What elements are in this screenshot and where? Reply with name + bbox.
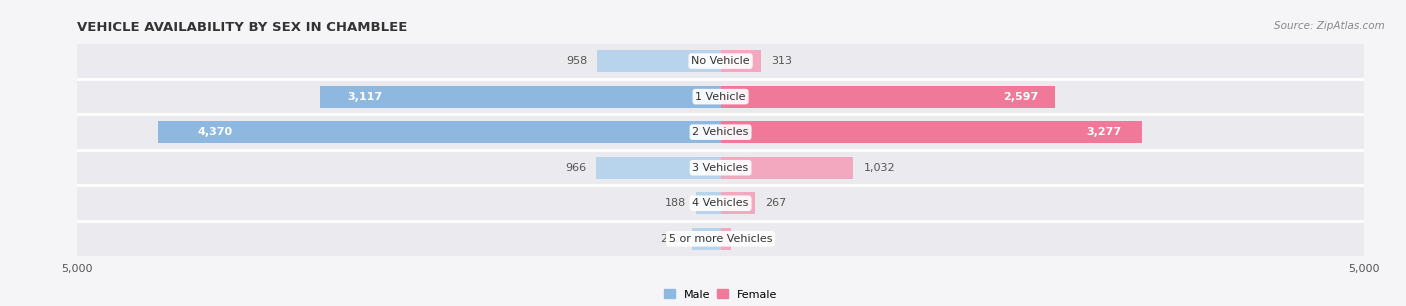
Bar <box>721 192 755 214</box>
Text: 958: 958 <box>565 56 588 66</box>
Text: 78: 78 <box>741 234 755 244</box>
Text: 222: 222 <box>661 234 682 244</box>
Bar <box>721 157 853 179</box>
Text: 2 Vehicles: 2 Vehicles <box>692 127 749 137</box>
Text: 2,597: 2,597 <box>1002 91 1038 102</box>
Text: 4,370: 4,370 <box>198 127 233 137</box>
Text: 313: 313 <box>770 56 792 66</box>
Text: 267: 267 <box>765 198 786 208</box>
Text: 3,277: 3,277 <box>1085 127 1121 137</box>
Legend: Male, Female: Male, Female <box>661 286 780 303</box>
Bar <box>77 186 1364 221</box>
Bar <box>598 50 721 72</box>
Text: 1,032: 1,032 <box>863 163 896 173</box>
Bar <box>319 86 721 108</box>
Text: 188: 188 <box>665 198 686 208</box>
Text: No Vehicle: No Vehicle <box>692 56 749 66</box>
Text: 3 Vehicles: 3 Vehicles <box>692 163 749 173</box>
Bar <box>721 50 761 72</box>
Bar <box>721 86 1054 108</box>
Text: 4 Vehicles: 4 Vehicles <box>692 198 749 208</box>
Text: VEHICLE AVAILABILITY BY SEX IN CHAMBLEE: VEHICLE AVAILABILITY BY SEX IN CHAMBLEE <box>77 21 408 35</box>
Bar <box>692 228 721 250</box>
Bar <box>77 44 1364 79</box>
Bar <box>77 221 1364 256</box>
Bar <box>77 79 1364 114</box>
Bar <box>721 121 1142 143</box>
Text: Source: ZipAtlas.com: Source: ZipAtlas.com <box>1274 21 1385 32</box>
Text: 5 or more Vehicles: 5 or more Vehicles <box>669 234 772 244</box>
Bar <box>721 228 731 250</box>
Text: 966: 966 <box>565 163 586 173</box>
Bar <box>77 150 1364 185</box>
Text: 3,117: 3,117 <box>347 91 382 102</box>
Bar <box>696 192 721 214</box>
Bar <box>159 121 721 143</box>
Bar <box>77 115 1364 150</box>
Bar <box>596 157 721 179</box>
Text: 1 Vehicle: 1 Vehicle <box>696 91 745 102</box>
